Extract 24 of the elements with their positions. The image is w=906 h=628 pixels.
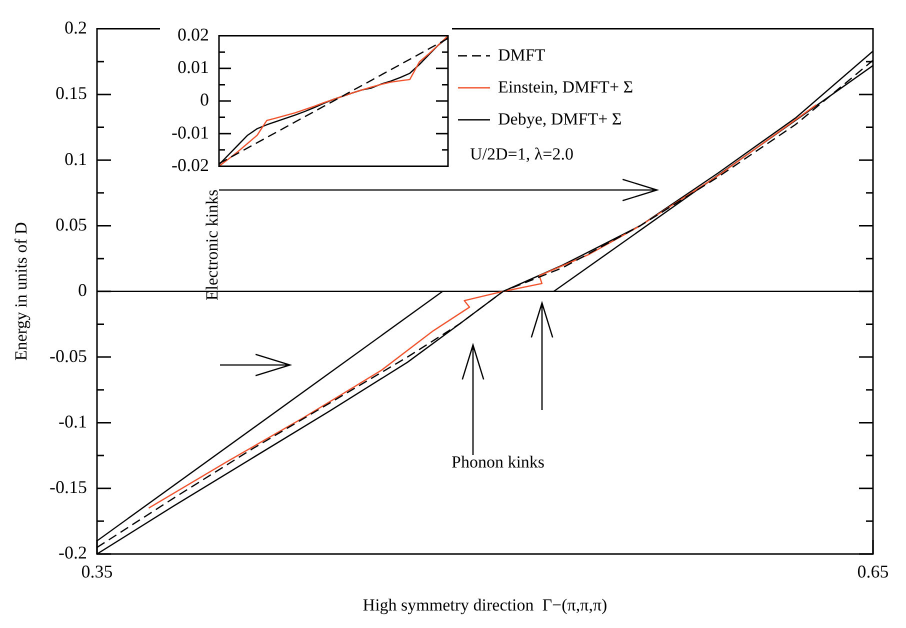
y-tick-label: 0.2 xyxy=(64,18,87,38)
y-tick-label: -0.1 xyxy=(58,411,87,432)
y-tick-label: -0.05 xyxy=(50,346,87,366)
y-tick-label: 0.02 xyxy=(178,24,209,45)
x-axis-title: High symmetry direction Γ−(π,π,π) xyxy=(362,595,608,614)
annotation: Phonon kinks xyxy=(451,452,545,472)
y-tick-label: -0.02 xyxy=(172,154,209,175)
y-tick-label: -0.01 xyxy=(172,122,209,142)
y-tick-label: 0.05 xyxy=(56,214,87,234)
x-tick-label: 0.65 xyxy=(857,562,889,582)
y-tick-label: -0.2 xyxy=(58,542,87,563)
y-tick-label: -0.15 xyxy=(50,477,87,498)
y-tick-label: 0.01 xyxy=(178,57,209,78)
x-tick-label: 0.35 xyxy=(81,562,113,582)
legend-label: Einstein, DMFT+ Σ xyxy=(498,77,634,96)
y-axis-title: Energy in units of D xyxy=(12,222,31,361)
y-tick-label: 0.15 xyxy=(56,83,87,104)
annotation: U/2D=1, λ=2.0 xyxy=(470,144,574,164)
y-tick-label: 0 xyxy=(78,280,87,300)
y-tick-label: 0.1 xyxy=(64,148,87,169)
annotation: Electronic kinks xyxy=(202,190,222,300)
legend-label: Debye, DMFT+ Σ xyxy=(498,109,622,128)
legend-label: DMFT xyxy=(498,45,546,64)
y-tick-label: 0 xyxy=(200,90,209,110)
